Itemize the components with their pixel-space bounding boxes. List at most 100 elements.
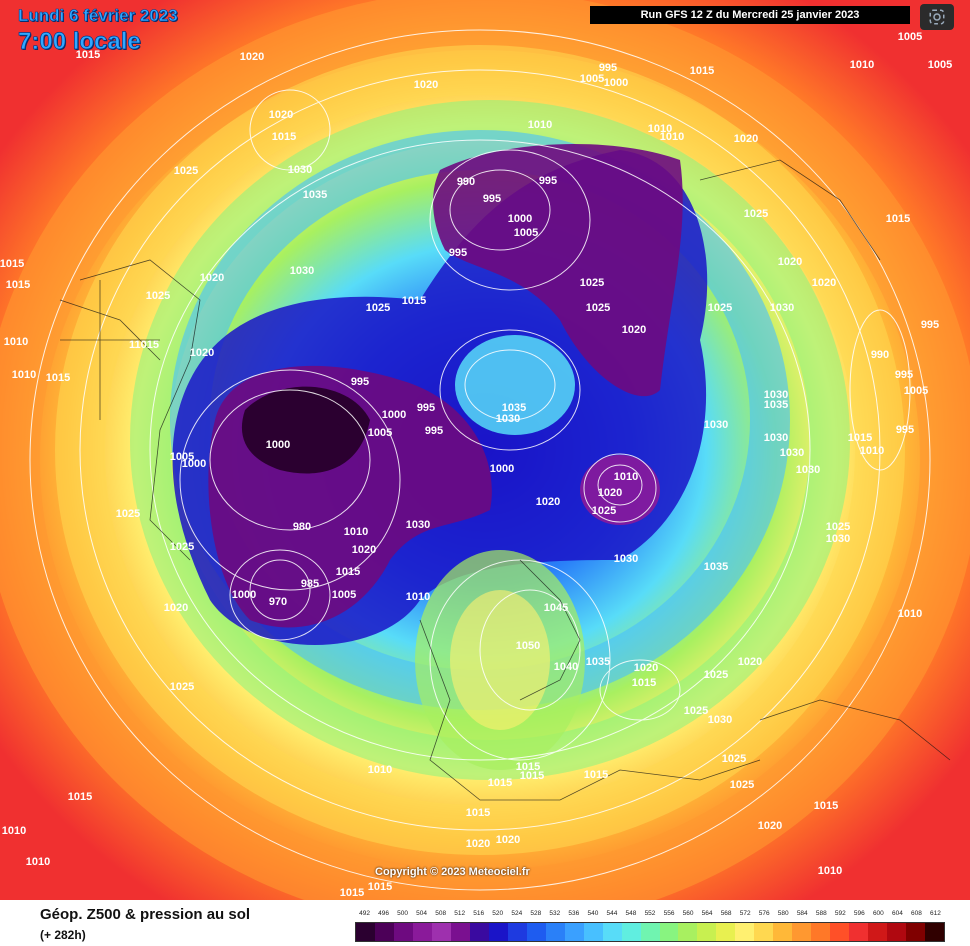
pressure-label: 1035 (764, 399, 788, 411)
pressure-label: 11015 (129, 339, 159, 351)
pressure-label: 1030 (406, 519, 430, 531)
pressure-label: 1010 (860, 445, 884, 457)
color-scale-swatch (564, 923, 584, 941)
pressure-label: 1005 (514, 227, 538, 239)
pressure-label: 1020 (738, 656, 762, 668)
color-scale-swatch (811, 923, 831, 941)
pressure-label: 1010 (528, 119, 552, 131)
color-scale-label: 552 (644, 910, 656, 917)
pressure-label: 1030 (826, 533, 850, 545)
lens-icon (929, 9, 945, 25)
color-scale-label: 592 (834, 910, 846, 917)
pressure-label: 1030 (704, 419, 728, 431)
pressure-label: 1025 (170, 681, 194, 693)
pressure-label: 1010 (818, 865, 842, 877)
pressure-label: 1010 (4, 336, 28, 348)
color-scale-swatch (356, 923, 375, 941)
pressure-label: 995 (895, 369, 913, 381)
pressure-labels: 1015 1020 1020 1020 1015 1030 1035 1025 995 1005 1… (0, 31, 952, 899)
pressure-label: 1010 (660, 131, 684, 143)
color-scale-label: 536 (568, 910, 580, 917)
forecast-date: Lundi 6 février 2023 (18, 6, 178, 26)
color-scale-label: 556 (663, 910, 675, 917)
pressure-label: 1005 (928, 59, 952, 71)
pressure-label: 1015 (848, 432, 872, 444)
pressure-label: 1040 (554, 661, 578, 673)
color-scale-label: 560 (682, 910, 694, 917)
color-scale-label: 580 (777, 910, 789, 917)
pressure-label: 1015 (516, 761, 540, 773)
pressure-label: 1025 (116, 508, 140, 520)
pressure-label: 1015 (814, 800, 838, 812)
pressure-label: 995 (425, 425, 443, 437)
pressure-label: 1030 (708, 714, 732, 726)
pressure-label: 995 (483, 193, 501, 205)
pressure-label: 1025 (730, 779, 754, 791)
pressure-label: 995 (896, 424, 914, 436)
model-run-label: Run GFS 12 Z du Mercredi 25 janvier 2023 (590, 6, 910, 24)
color-scale-label: 572 (739, 910, 751, 917)
pressure-label: 1005 (898, 31, 922, 43)
pressure-label: 1025 (174, 165, 198, 177)
pressure-label: 1015 (632, 677, 656, 689)
pressure-label: 1000 (490, 463, 514, 475)
color-scale-swatch (374, 923, 394, 941)
color-scale-label: 544 (606, 910, 618, 917)
color-scale-label: 532 (549, 910, 561, 917)
pressure-label: 1020 (536, 496, 560, 508)
color-scale-label: 612 (930, 910, 941, 917)
forecast-time-header: Lundi 6 février 2023 7:00 locale (18, 6, 178, 56)
pressure-label: 1035 (502, 402, 526, 414)
pressure-label: 1020 (634, 662, 658, 674)
pressure-label: 1035 (586, 656, 610, 668)
pressure-label: 1015 (272, 131, 296, 143)
color-scale-swatch (716, 923, 736, 941)
color-scale-swatch (906, 923, 926, 941)
color-scale-label: 596 (853, 910, 865, 917)
pressure-label: 1015 (584, 769, 608, 781)
color-scale-labels: 492 496 500 504 508 512 516 520 524 528 532 536 540 5… (355, 910, 945, 922)
pressure-label: 1020 (778, 256, 802, 268)
pressure-label: 1000 (382, 409, 406, 421)
pressure-label: 1015 (76, 49, 100, 61)
pressure-label: 1020 (269, 109, 293, 121)
color-scale-label: 496 (378, 910, 389, 917)
color-scale-label: 520 (492, 910, 504, 917)
pressure-label: 990 (871, 349, 889, 361)
z500-low-purple-north (433, 143, 683, 397)
color-scale-swatch (602, 923, 622, 941)
pressure-label: 1015 (520, 770, 544, 782)
color-scale-label: 524 (511, 910, 523, 917)
pressure-label: 995 (351, 376, 369, 388)
pressure-label: 1030 (290, 265, 314, 277)
lens-button[interactable] (920, 4, 954, 30)
color-scale-swatch (830, 923, 850, 941)
pressure-label: 1030 (614, 553, 638, 565)
pressure-label: 980 (293, 521, 311, 533)
lead-time: (+ 282h) (40, 928, 86, 942)
pressure-label: 1020 (622, 324, 646, 336)
pressure-label: 1050 (516, 640, 540, 652)
pressure-label: 1010 (368, 764, 392, 776)
pressure-label: 1020 (812, 277, 836, 289)
color-scale-label: 516 (473, 910, 485, 917)
pressure-label: 1005 (580, 73, 604, 85)
color-scale-swatch (583, 923, 603, 941)
color-scale-label: 588 (815, 910, 827, 917)
pressure-label: 985 (301, 578, 319, 590)
pressure-label: 1035 (303, 189, 327, 201)
color-scale-swatch (412, 923, 432, 941)
color-scale-swatch (545, 923, 565, 941)
pressure-label: 1010 (648, 123, 672, 135)
z500-ridge-europe-core (450, 590, 550, 730)
pressure-label: 1020 (496, 834, 520, 846)
pressure-label: 1015 (6, 279, 30, 291)
isobars (29, 29, 931, 891)
pressure-label: 1025 (146, 290, 170, 302)
color-scale-swatch (887, 923, 907, 941)
color-scale-label: 548 (625, 910, 637, 917)
pressure-label: 1015 (336, 566, 360, 578)
z500-low-core-west (241, 386, 370, 474)
pressure-label: 1010 (12, 369, 36, 381)
pressure-label: 1000 (232, 589, 256, 601)
